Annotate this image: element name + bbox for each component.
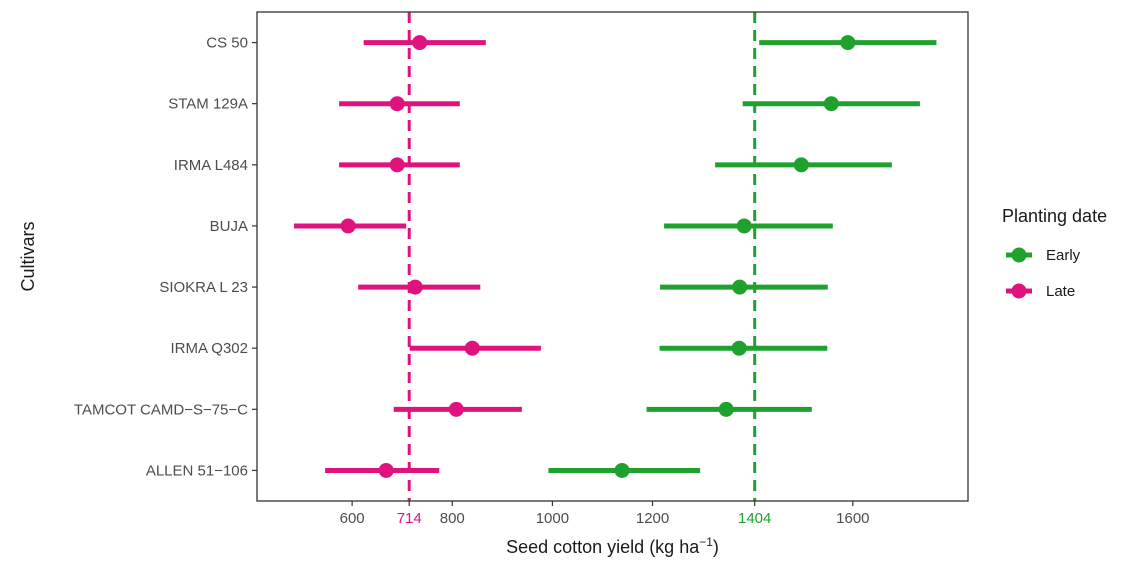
legend-title: Planting date — [1002, 206, 1107, 226]
y-tick-label-3: IRMA L484 — [174, 157, 248, 174]
point-early-7 — [718, 401, 734, 417]
x-axis-title-close: ) — [713, 537, 719, 557]
point-late-7 — [448, 401, 464, 417]
x-ref-label-1404: 1404 — [738, 510, 771, 527]
y-tick-label-7: TAMCOT CAMD−S−75−C — [74, 401, 248, 418]
x-axis: 600 800 1000 1200 1600 714 1404 — [340, 501, 870, 527]
point-early-5 — [732, 279, 748, 295]
x-axis-title: Seed cotton yield (kg ha−1) — [506, 535, 719, 557]
x-ref-label-714: 714 — [397, 510, 422, 527]
point-late-2 — [389, 96, 405, 112]
legend: Planting date Early Late — [1002, 206, 1107, 300]
plot-marks — [294, 35, 937, 478]
point-late-8 — [378, 462, 394, 478]
x-tick-label-800: 800 — [440, 510, 465, 527]
x-axis-title-main: Seed cotton yield (kg ha — [506, 537, 700, 557]
y-tick-label-5: SIOKRA L 23 — [159, 279, 248, 296]
y-tick-label-2: STAM 129A — [168, 96, 248, 113]
x-tick-label-1600: 1600 — [836, 510, 869, 527]
point-late-3 — [389, 157, 405, 173]
y-axis-title: Cultivars — [18, 221, 38, 291]
y-tick-label-1: CS 50 — [206, 35, 248, 52]
point-early-8 — [614, 462, 630, 478]
point-late-6 — [464, 340, 480, 356]
plot-panel-border — [256, 11, 969, 502]
legend-key-point-late — [1011, 283, 1027, 299]
point-early-3 — [793, 157, 809, 173]
x-tick-label-1000: 1000 — [536, 510, 569, 527]
point-late-4 — [340, 218, 356, 234]
x-tick-label-600: 600 — [340, 510, 365, 527]
point-early-2 — [823, 96, 839, 112]
point-early-4 — [736, 218, 752, 234]
point-early-1 — [840, 35, 856, 51]
reference-lines — [407, 12, 757, 501]
legend-label-early: Early — [1046, 247, 1081, 264]
point-late-5 — [407, 279, 423, 295]
x-axis-title-superscript: −1 — [699, 535, 713, 549]
y-axis: CS 50 STAM 129A IRMA L484 BUJA SIOKRA L 23 IR… — [74, 35, 257, 479]
y-tick-label-6: IRMA Q302 — [170, 340, 248, 357]
y-tick-label-4: BUJA — [210, 218, 248, 235]
point-late-1 — [412, 35, 428, 51]
point-early-6 — [731, 340, 747, 356]
x-tick-label-1200: 1200 — [636, 510, 669, 527]
legend-label-late: Late — [1046, 283, 1075, 300]
legend-key-point-early — [1011, 247, 1027, 263]
y-tick-label-8: ALLEN 51−106 — [146, 462, 248, 479]
